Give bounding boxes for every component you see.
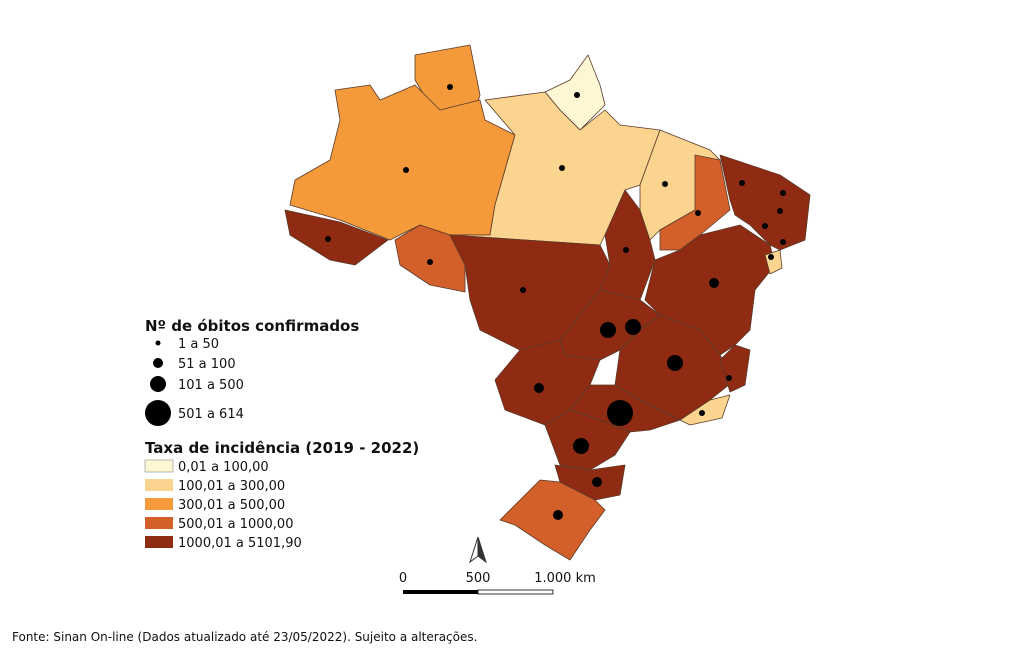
state bbox=[544, 409, 631, 471]
legend-deaths: Nº de óbitos confirmados 1 a 50 51 a 100… bbox=[145, 317, 359, 426]
dot bbox=[559, 165, 565, 171]
legend-symbol bbox=[145, 400, 171, 426]
dot bbox=[574, 92, 580, 98]
legend-item: 501 a 614 bbox=[178, 407, 244, 422]
dot bbox=[777, 208, 783, 214]
dot bbox=[623, 247, 629, 253]
legend-item: 1 a 50 bbox=[178, 337, 219, 352]
dot bbox=[699, 410, 705, 416]
state bbox=[449, 91, 661, 246]
dot bbox=[534, 383, 544, 393]
north-arrow bbox=[469, 536, 487, 564]
legend-symbol bbox=[150, 376, 166, 392]
legend-swatch bbox=[144, 459, 174, 473]
legend-item: 100,01 a 300,00 bbox=[178, 479, 285, 494]
legend-symbol bbox=[153, 358, 163, 368]
legend-item: 101 a 500 bbox=[178, 378, 244, 393]
scale-label: 0 bbox=[399, 571, 407, 586]
legend-item: 0,01 a 100,00 bbox=[178, 460, 269, 475]
state bbox=[679, 394, 731, 426]
death-dots bbox=[325, 84, 786, 520]
state bbox=[394, 224, 466, 293]
legend-incidence: Taxa de incidência (2019 - 2022) 0,01 a … bbox=[144, 439, 419, 551]
dot bbox=[625, 319, 641, 335]
dot bbox=[780, 190, 786, 196]
dot bbox=[780, 239, 786, 245]
legend-symbol bbox=[155, 340, 161, 346]
scale-label: 1.000 km bbox=[534, 571, 596, 586]
legend-item: 500,01 a 1000,00 bbox=[178, 517, 293, 532]
dot bbox=[762, 223, 768, 229]
source-note: Fonte: Sinan On-line (Dados atualizado a… bbox=[12, 630, 477, 644]
dot bbox=[600, 322, 616, 338]
dot bbox=[709, 278, 719, 288]
dot bbox=[520, 287, 526, 293]
dot bbox=[403, 167, 409, 173]
legend-swatch bbox=[145, 517, 173, 529]
state bbox=[499, 479, 606, 561]
dot bbox=[667, 355, 683, 371]
scale-label: 500 bbox=[466, 571, 491, 586]
dot bbox=[607, 400, 633, 426]
legend-swatch bbox=[145, 479, 173, 491]
legend-item: 51 a 100 bbox=[178, 357, 236, 372]
legend-item: 300,01 a 500,00 bbox=[178, 498, 285, 513]
legend-title: Nº de óbitos confirmados bbox=[145, 317, 359, 335]
state bbox=[719, 154, 811, 251]
dot bbox=[573, 438, 589, 454]
legend-swatch bbox=[145, 498, 173, 510]
legend-swatch bbox=[145, 536, 173, 548]
map bbox=[284, 44, 811, 561]
dot bbox=[447, 84, 453, 90]
legend-title: Taxa de incidência (2019 - 2022) bbox=[145, 439, 419, 457]
dot bbox=[726, 375, 732, 381]
dot bbox=[325, 236, 331, 242]
dot bbox=[739, 180, 745, 186]
dot bbox=[592, 477, 602, 487]
dot bbox=[768, 254, 774, 260]
state bbox=[284, 209, 389, 266]
dot bbox=[695, 210, 701, 216]
legend-item: 1000,01 a 5101,90 bbox=[178, 536, 302, 551]
state bbox=[289, 84, 516, 241]
dot bbox=[553, 510, 563, 520]
dot bbox=[427, 259, 433, 265]
dot bbox=[662, 181, 668, 187]
scale-bar: 0 500 1.000 km bbox=[399, 571, 596, 595]
